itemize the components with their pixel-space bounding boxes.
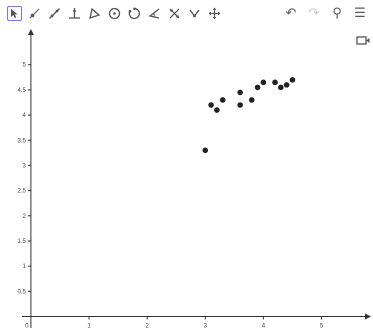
y-tick-label: 4.5	[18, 88, 27, 94]
data-point	[283, 82, 290, 88]
reflect-tool[interactable]	[167, 6, 182, 21]
circle-three-points-tool[interactable]	[127, 6, 142, 21]
undo-icon: ↶	[285, 6, 297, 21]
x-tick-label: 5	[320, 323, 324, 329]
y-tick-label: 4	[23, 113, 27, 119]
point-icon	[28, 7, 41, 20]
y-tick-label: 2.5	[18, 189, 27, 195]
slider-tool[interactable]	[187, 6, 202, 21]
y-tick-label: 2	[23, 214, 27, 220]
perpendicular-icon	[68, 7, 81, 20]
polygon-tool[interactable]	[87, 6, 102, 21]
undo-button[interactable]: ↶	[283, 6, 299, 22]
data-point	[208, 102, 214, 108]
triangle-icon	[88, 7, 101, 20]
y-tick-label: 1	[23, 264, 27, 270]
data-point	[219, 97, 226, 103]
axis-ticks: 0 1 2 3 4 5 0.5 1 1.5 2 2.5 3 3.5 4 4.5 5	[18, 63, 324, 330]
circle-icon	[108, 7, 121, 20]
angle-icon	[148, 7, 161, 20]
data-point	[202, 147, 209, 154]
angle-tool[interactable]	[147, 6, 162, 21]
data-point	[214, 107, 220, 113]
scatter-points	[202, 77, 296, 154]
x-tick-label: 2	[145, 323, 149, 329]
data-point	[289, 77, 296, 83]
circle-tool[interactable]	[107, 6, 122, 21]
move-cross-icon	[208, 7, 221, 20]
x-axis-arrow	[365, 313, 371, 320]
y-tick-label: 3	[23, 163, 27, 169]
circle-points-icon	[128, 7, 141, 20]
data-point	[237, 102, 243, 108]
data-point	[248, 97, 255, 103]
slider-icon	[188, 7, 201, 20]
data-point	[237, 89, 243, 96]
hamburger-menu-icon: ☰	[354, 6, 366, 21]
point-tool[interactable]	[27, 6, 42, 21]
line-tool[interactable]	[47, 6, 62, 21]
move-tool[interactable]	[7, 6, 22, 21]
x-tick-label: 3	[204, 323, 208, 329]
data-point	[254, 84, 261, 91]
reflect-icon	[168, 7, 181, 20]
y-tick-label: 5	[23, 63, 27, 69]
data-point	[260, 79, 267, 86]
y-tick-label: 0.5	[18, 289, 27, 295]
data-point	[272, 79, 278, 86]
data-point	[278, 84, 284, 91]
graphics-view-settings-icon[interactable]	[356, 35, 370, 47]
perpendicular-line-tool[interactable]	[67, 6, 82, 21]
redo-icon: ↷	[308, 6, 320, 21]
search-button[interactable]: ⚲	[329, 6, 345, 22]
y-axis-arrow	[27, 29, 34, 35]
redo-button[interactable]: ↷	[306, 6, 322, 22]
y-tick-label: 3.5	[18, 138, 27, 144]
toolbar: ↶ ↷ ⚲ ☰	[0, 0, 373, 30]
x-tick-label: 1	[87, 323, 91, 329]
y-tick-label: 1.5	[18, 239, 27, 245]
x-tick-label: 4	[262, 323, 266, 329]
x-tick-label: 0	[25, 323, 29, 329]
search-icon: ⚲	[332, 6, 342, 21]
move-graphics-view-tool[interactable]	[207, 6, 222, 21]
pointer-arrow-icon	[9, 8, 20, 19]
menu-button[interactable]: ☰	[352, 6, 368, 22]
line-icon	[48, 7, 61, 20]
